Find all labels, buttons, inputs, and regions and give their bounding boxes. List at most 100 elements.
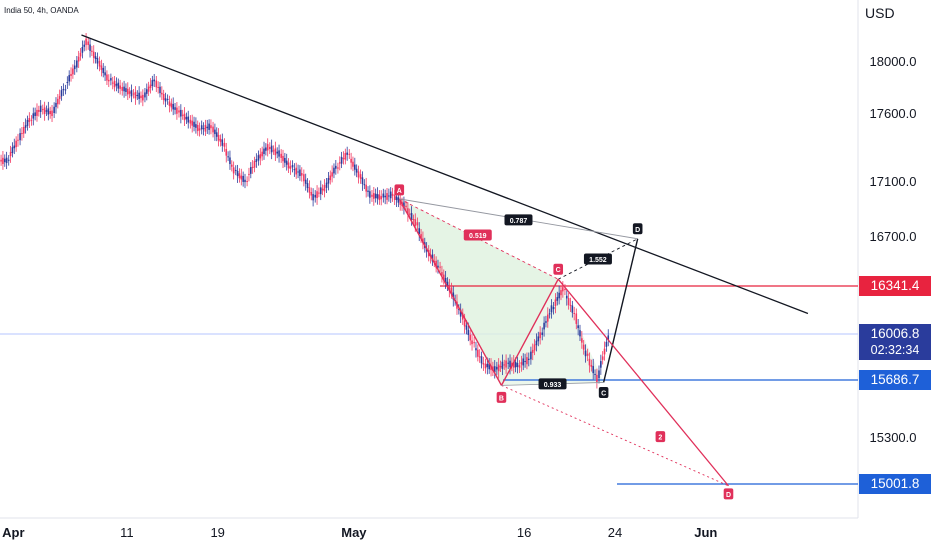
candle-body	[76, 61, 78, 68]
candle-body	[172, 104, 174, 109]
candle-body	[341, 157, 343, 164]
candle-body	[205, 125, 207, 132]
candle-body	[101, 66, 103, 70]
svg-text:02:32:34: 02:32:34	[871, 343, 920, 357]
candle-body	[521, 362, 523, 364]
candle-body	[74, 66, 76, 70]
price-label-2: 15686.7	[859, 370, 931, 390]
svg-text:C: C	[556, 267, 561, 274]
candle-body	[324, 185, 326, 191]
svg-text:1.552: 1.552	[589, 257, 607, 264]
svg-text:16006.8: 16006.8	[871, 326, 920, 341]
y-tick-label: 17600.0	[870, 106, 917, 121]
candle-body	[377, 194, 379, 199]
candle-body	[556, 297, 558, 301]
candle-body	[541, 332, 543, 334]
candle-body	[517, 363, 519, 367]
x-tick-label: Jun	[694, 525, 717, 540]
candle-body	[305, 180, 307, 184]
candle-body	[276, 152, 278, 154]
candle-body	[32, 113, 34, 118]
candle-body	[159, 87, 161, 93]
candle-body	[15, 141, 17, 147]
candle-body	[237, 171, 239, 176]
svg-text:2: 2	[658, 435, 662, 442]
candle-body	[475, 348, 477, 350]
candle-body	[309, 187, 311, 192]
candle-body	[312, 194, 314, 200]
candle-body	[547, 315, 549, 322]
candle-body	[320, 187, 322, 194]
candle-body	[184, 114, 186, 121]
candle-body	[292, 165, 294, 167]
candle-body	[524, 361, 526, 362]
candle-body	[34, 112, 36, 116]
svg-text:D: D	[635, 227, 640, 234]
candle-body	[468, 330, 470, 335]
candle-body	[498, 364, 500, 371]
candle-body	[227, 156, 229, 157]
candle-body	[25, 125, 27, 127]
candle-body	[252, 167, 254, 168]
candle-body	[591, 365, 593, 367]
candle-body	[261, 152, 263, 157]
candle-body	[225, 149, 227, 156]
currency-label: USD	[865, 5, 895, 21]
candle-body	[390, 192, 392, 199]
candle-body	[178, 110, 180, 112]
candle-body	[83, 45, 85, 47]
x-tick-label: 11	[120, 525, 134, 540]
candle-body	[78, 57, 80, 62]
candle-body	[6, 158, 8, 163]
candle-body	[515, 362, 517, 367]
candle-body	[536, 341, 538, 346]
candle-body	[186, 117, 188, 119]
candle-body	[242, 176, 244, 182]
candle-body	[36, 110, 38, 116]
candle-body	[191, 121, 193, 126]
candle-body	[534, 344, 536, 350]
candle-body	[604, 349, 606, 355]
candle-body	[108, 80, 110, 81]
candle-body	[31, 120, 33, 121]
candle-body	[469, 335, 471, 341]
projection-dotted-bd	[501, 385, 728, 485]
candle-body	[592, 366, 594, 373]
ratio-label-cd: 1.552	[584, 254, 612, 265]
candle-body	[87, 42, 89, 46]
candle-body	[326, 183, 328, 188]
candle-body	[148, 87, 150, 92]
candle-body	[29, 118, 31, 122]
candle-body	[80, 53, 82, 57]
candle-body	[260, 154, 262, 158]
candle-body	[479, 356, 481, 357]
candle-body	[157, 87, 159, 88]
candle-body	[551, 305, 553, 312]
candle-body	[596, 375, 598, 382]
candle-body	[131, 90, 133, 96]
candle-body	[487, 364, 489, 367]
candle-body	[299, 170, 301, 177]
candle-body	[278, 150, 280, 156]
point-label-c: C	[553, 264, 563, 275]
candle-body	[598, 370, 600, 378]
candle-body	[380, 196, 382, 199]
candle-body	[481, 356, 483, 363]
candle-body	[72, 69, 74, 75]
candle-body	[367, 191, 369, 192]
candle-body	[362, 177, 364, 184]
projection-label-2: 2	[656, 431, 666, 442]
candle-body	[358, 171, 360, 177]
candle-body	[241, 176, 243, 180]
ratio-label-ac: 0.519	[464, 230, 492, 241]
candle-body	[483, 363, 485, 365]
x-tick-label: Apr	[2, 525, 24, 540]
candle-body	[439, 267, 441, 268]
candle-body	[89, 44, 91, 50]
candle-body	[12, 147, 14, 153]
candle-body	[307, 183, 309, 188]
candle-body	[165, 98, 167, 101]
candle-body	[545, 321, 547, 323]
